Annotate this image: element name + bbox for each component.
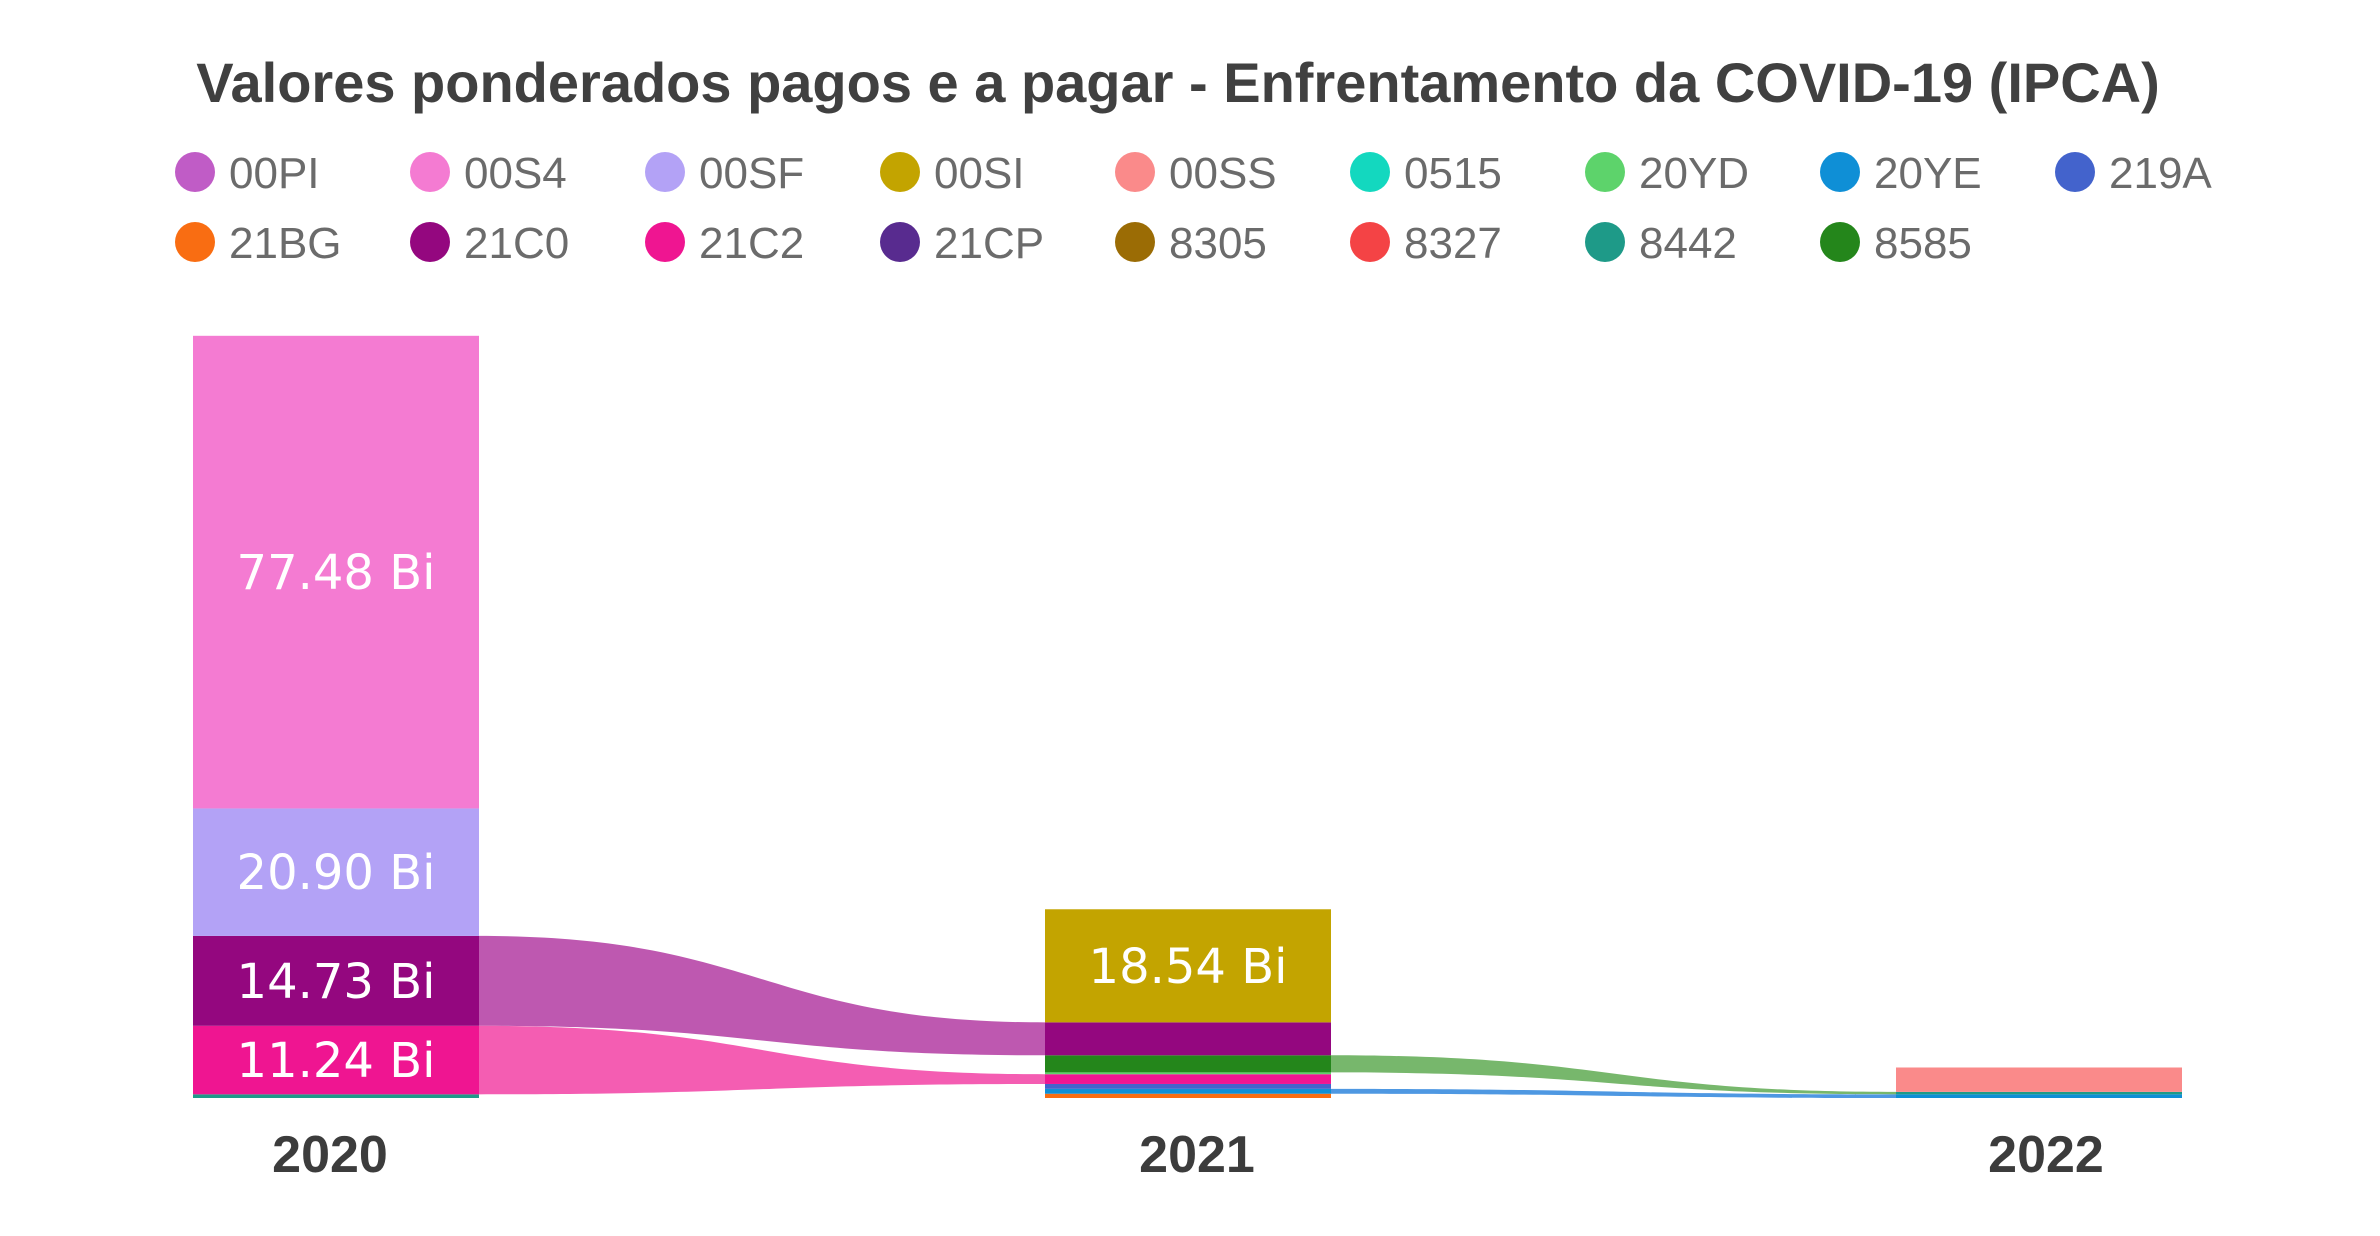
legend-label: 8442 xyxy=(1639,219,1737,268)
x-tick-label-2021: 2021 xyxy=(1139,1126,1255,1184)
legend-swatch xyxy=(880,152,920,192)
legend-item-21c2[interactable]: 21C2 xyxy=(645,219,804,268)
bar-segment-8585[interactable] xyxy=(1045,1055,1331,1073)
bar-segment-20ye[interactable] xyxy=(1896,1094,2182,1098)
legend-swatch xyxy=(1115,222,1155,262)
data-label: 18.54 Bi xyxy=(1089,939,1288,995)
ribbon-20ye[interactable] xyxy=(1331,1088,1896,1098)
bar-segment-219a[interactable] xyxy=(1045,1083,1331,1089)
legend-swatch xyxy=(1350,222,1390,262)
x-tick-label-2020: 2020 xyxy=(272,1126,388,1184)
legend-swatch xyxy=(1585,222,1625,262)
legend-swatch xyxy=(1115,152,1155,192)
legend-swatch xyxy=(175,152,215,192)
legend-item-00pi[interactable]: 00PI xyxy=(175,149,320,198)
legend-label: 8327 xyxy=(1404,219,1502,268)
legend-label: 8305 xyxy=(1169,219,1267,268)
legend-label: 8585 xyxy=(1874,219,1972,268)
bar-2022 xyxy=(1896,1067,2182,1098)
legend-item-21bg[interactable]: 21BG xyxy=(175,219,342,268)
legend-label: 219A xyxy=(2109,149,2212,198)
bar-segment-0515[interactable] xyxy=(193,1094,479,1098)
legend-label: 00PI xyxy=(229,149,320,198)
legend-label: 0515 xyxy=(1404,149,1502,198)
x-tick-label-2022: 2022 xyxy=(1988,1126,2104,1184)
bar-2020: 11.24 Bi 14.73 Bi 20.90 Bi 77.48 Bi xyxy=(193,335,479,1098)
bar-segment-8442[interactable] xyxy=(1896,1091,2182,1095)
data-label: 11.24 Bi xyxy=(237,1033,436,1089)
bar-segment-00s4[interactable] xyxy=(193,335,479,809)
category-labels: 2020 2021 2022 xyxy=(272,1126,2104,1184)
bar-segment-21c2[interactable] xyxy=(1045,1074,1331,1084)
legend-item-21cp[interactable]: 21CP xyxy=(880,219,1044,268)
legend-label: 20YE xyxy=(1874,149,1982,198)
ribbon-21c0[interactable] xyxy=(479,935,1045,1056)
bars: 11.24 Bi 14.73 Bi 20.90 Bi 77.48 Bi 18.54 Bi xyxy=(193,335,2182,1098)
legend-swatch xyxy=(1820,222,1860,262)
legend-swatch xyxy=(1820,152,1860,192)
legend-item-21c0[interactable]: 21C0 xyxy=(410,219,569,268)
bar-segment-20ye[interactable] xyxy=(1045,1088,1331,1094)
legend: 00PI 00S4 00SF 00SI 00SS 0515 20YD 20YE 219A 21BG… xyxy=(175,149,2212,268)
bar-2021: 18.54 Bi xyxy=(1045,909,1331,1098)
legend-label: 21CP xyxy=(934,219,1044,268)
legend-swatch xyxy=(1585,152,1625,192)
legend-item-00sf[interactable]: 00SF xyxy=(645,149,804,198)
data-label: 14.73 Bi xyxy=(237,954,436,1010)
data-label: 20.90 Bi xyxy=(237,845,436,901)
legend-item-8585[interactable]: 8585 xyxy=(1820,219,1972,268)
legend-label: 00SS xyxy=(1169,149,1277,198)
legend-item-20ye[interactable]: 20YE xyxy=(1820,149,1982,198)
legend-item-00s4[interactable]: 00S4 xyxy=(410,149,567,198)
legend-item-00si[interactable]: 00SI xyxy=(880,149,1025,198)
legend-item-00ss[interactable]: 00SS xyxy=(1115,149,1277,198)
legend-label: 00SI xyxy=(934,149,1025,198)
legend-label: 21BG xyxy=(229,219,342,268)
legend-item-8442[interactable]: 8442 xyxy=(1585,219,1737,268)
chart-title: Valores ponderados pagos e a pagar - Enf… xyxy=(196,51,2160,114)
bar-segment-00si[interactable] xyxy=(1045,909,1331,1023)
legend-label: 00SF xyxy=(699,149,804,198)
legend-label: 21C2 xyxy=(699,219,804,268)
ribbon-8585[interactable] xyxy=(1331,1055,1896,1095)
bar-segment-00ss[interactable] xyxy=(1896,1067,2182,1092)
legend-swatch xyxy=(2055,152,2095,192)
bar-segment-21bg[interactable] xyxy=(1045,1093,1331,1098)
legend-swatch xyxy=(645,152,685,192)
legend-item-20yd[interactable]: 20YD xyxy=(1585,149,1749,198)
legend-item-219a[interactable]: 219A xyxy=(2055,149,2212,198)
bar-segment-21c0[interactable] xyxy=(193,935,479,1026)
legend-item-8305[interactable]: 8305 xyxy=(1115,219,1267,268)
legend-item-0515[interactable]: 0515 xyxy=(1350,149,1502,198)
legend-swatch xyxy=(1350,152,1390,192)
legend-item-8327[interactable]: 8327 xyxy=(1350,219,1502,268)
bar-segment-20yd[interactable] xyxy=(1045,1072,1331,1075)
bar-segment-00sf[interactable] xyxy=(193,808,479,936)
data-label: 77.48 Bi xyxy=(237,545,436,601)
legend-label: 00S4 xyxy=(464,149,567,198)
legend-swatch xyxy=(645,222,685,262)
ribbon-21c2[interactable] xyxy=(479,1025,1045,1095)
legend-swatch xyxy=(175,222,215,262)
legend-label: 21C0 xyxy=(464,219,569,268)
legend-swatch xyxy=(880,222,920,262)
ribbons xyxy=(479,935,1896,1098)
legend-swatch xyxy=(410,152,450,192)
bar-segment-21c2[interactable] xyxy=(193,1025,479,1095)
legend-swatch xyxy=(410,222,450,262)
legend-label: 20YD xyxy=(1639,149,1749,198)
bar-segment-21c0[interactable] xyxy=(1045,1022,1331,1056)
